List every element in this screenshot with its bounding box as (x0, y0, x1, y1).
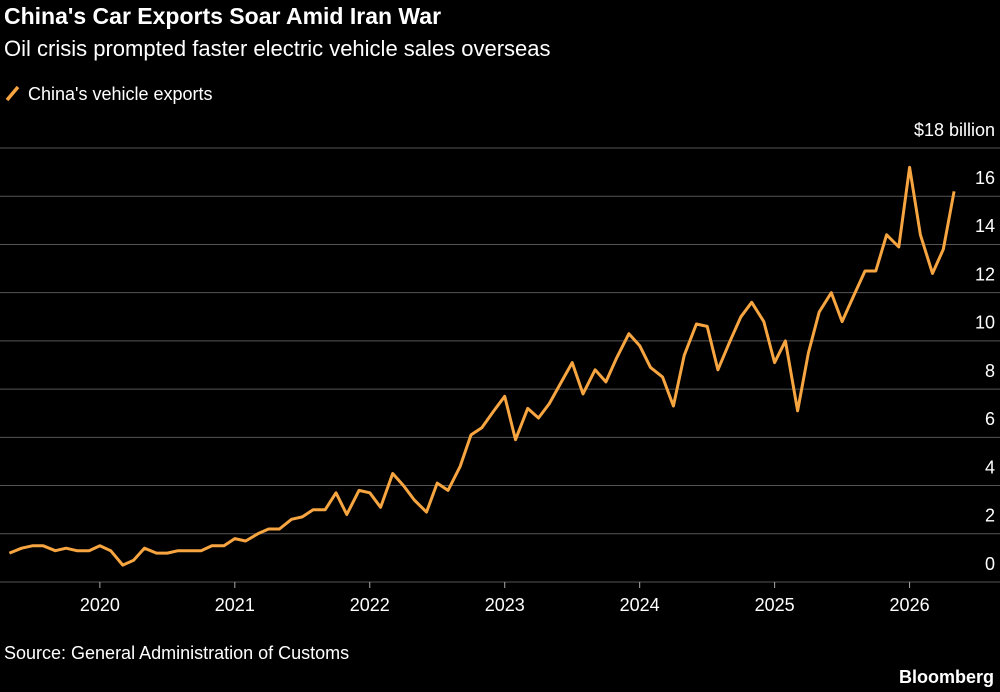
source: Source: General Administration of Custom… (4, 643, 349, 663)
y-tick-label: 16 (975, 168, 995, 188)
y-tick-label: 0 (985, 554, 995, 574)
x-tick-label: 2024 (620, 595, 660, 615)
y-tick-label: 12 (975, 264, 995, 284)
chart-title: China's Car Exports Soar Amid Iran War (4, 3, 441, 29)
x-tick-label: 2023 (485, 595, 525, 615)
x-tick-label: 2025 (755, 595, 795, 615)
y-tick-label: 8 (985, 361, 995, 381)
legend-swatch (5, 85, 20, 102)
y-tick-label: $18 billion (914, 120, 995, 140)
y-tick-label: 10 (975, 313, 995, 333)
chart-subtitle: Oil crisis prompted faster electric vehi… (4, 36, 551, 61)
brand: Bloomberg (899, 667, 994, 687)
x-tick-label: 2026 (890, 595, 930, 615)
legend-label: China's vehicle exports (28, 84, 213, 104)
y-tick-label: 4 (985, 457, 995, 477)
x-tick-label: 2022 (350, 595, 390, 615)
y-tick-label: 6 (985, 409, 995, 429)
y-tick-label: 2 (985, 506, 995, 526)
y-tick-label: 14 (975, 216, 995, 236)
series-line (8, 165, 956, 567)
x-tick-label: 2021 (215, 595, 255, 615)
x-tick-label: 2020 (80, 595, 120, 615)
